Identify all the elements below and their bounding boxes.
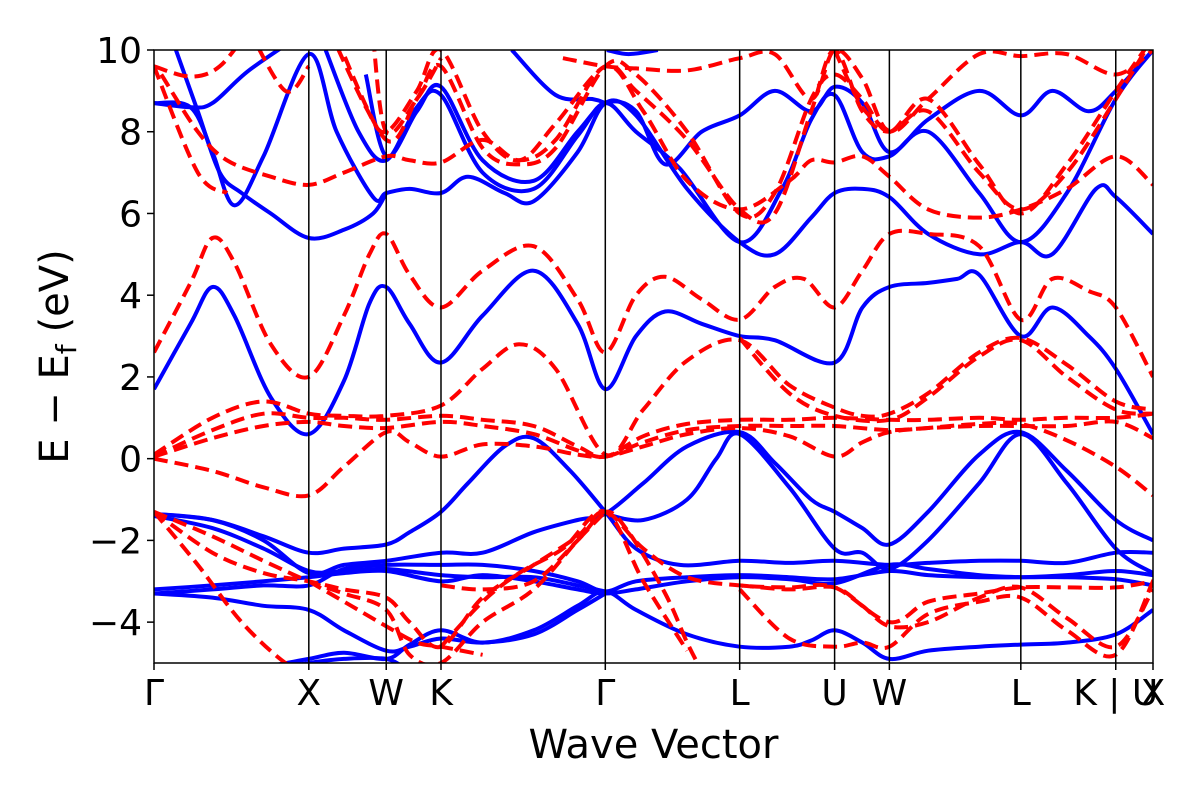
dashed-band-13 [154, 228, 1153, 380]
x-tick-label-10: X [1141, 673, 1166, 714]
dashed-band-12 [738, 336, 1153, 424]
y-tick-label-3: 2 [119, 358, 142, 399]
bands-layer [154, 50, 1153, 663]
dashed-band-8 [154, 420, 1153, 499]
dashed-band-7 [738, 580, 1153, 659]
solid-band-12 [174, 50, 388, 241]
dashed-band-4 [440, 509, 700, 663]
x-tick-label-0: Γ [144, 673, 164, 714]
x-tick-label-1: X [296, 673, 321, 714]
solid-band-16 [606, 50, 659, 57]
high-symmetry-lines [308, 50, 1117, 663]
dashed-band-16 [154, 65, 229, 195]
dashed-band-19 [339, 50, 1147, 220]
solid-band-14 [363, 50, 1153, 184]
y-axis-title-unit: (eV) [32, 249, 78, 332]
x-axis-title: Wave Vector [529, 722, 780, 768]
dashed-band-5 [439, 509, 689, 652]
dashed-band-6 [739, 583, 1153, 650]
solid-band-0 [296, 655, 401, 663]
solid-band-6 [154, 434, 1153, 568]
dashed-band-17 [257, 50, 311, 94]
dashed-band-2 [154, 510, 290, 663]
x-tick-label-4: Γ [595, 673, 615, 714]
dashed-band-15 [159, 63, 1153, 220]
solid-band-8 [604, 431, 1153, 575]
x-tick-label-8: L [1011, 673, 1031, 714]
dashed-band-20 [372, 50, 443, 136]
plot-frame [153, 49, 1154, 664]
x-tick-label-7: W [872, 673, 908, 714]
y-tick-label-2: 0 [119, 440, 142, 481]
solid-band-2 [154, 591, 607, 654]
x-tick-label-5: L [730, 673, 750, 714]
dashed-band-3 [307, 579, 483, 657]
dashed-band-9 [154, 419, 1153, 459]
x-tick-label-3: K [429, 673, 454, 714]
y-tick-label-5: 6 [119, 194, 142, 235]
solid-band-7 [154, 429, 1153, 577]
y-tick-label-7: 10 [96, 31, 142, 72]
x-tick-label-2: W [368, 673, 404, 714]
y-tick-label-4: 4 [119, 276, 142, 317]
solid-band-11 [154, 50, 282, 110]
y-axis-title-main: E − E [32, 354, 78, 464]
y-tick-label-1: −2 [89, 521, 142, 562]
x-tick-label-6: U [821, 673, 847, 714]
dashed-band-11 [154, 335, 1153, 458]
y-tick-label-6: 8 [119, 113, 142, 154]
dashed-band-14 [154, 50, 237, 79]
dashed-band-10 [154, 411, 1153, 459]
y-axis: −4 −2 0 2 4 6 8 10 [89, 31, 154, 644]
y-axis-title: E − Ef (eV) [32, 249, 83, 464]
dashed-band-22 [832, 50, 891, 134]
y-tick-label-0: −4 [89, 603, 142, 644]
solid-band-1 [275, 589, 1153, 663]
y-axis-title-subscript: f [50, 343, 83, 354]
dashed-band-21 [562, 50, 1153, 134]
x-tick-label-9: K | U [1073, 673, 1158, 714]
